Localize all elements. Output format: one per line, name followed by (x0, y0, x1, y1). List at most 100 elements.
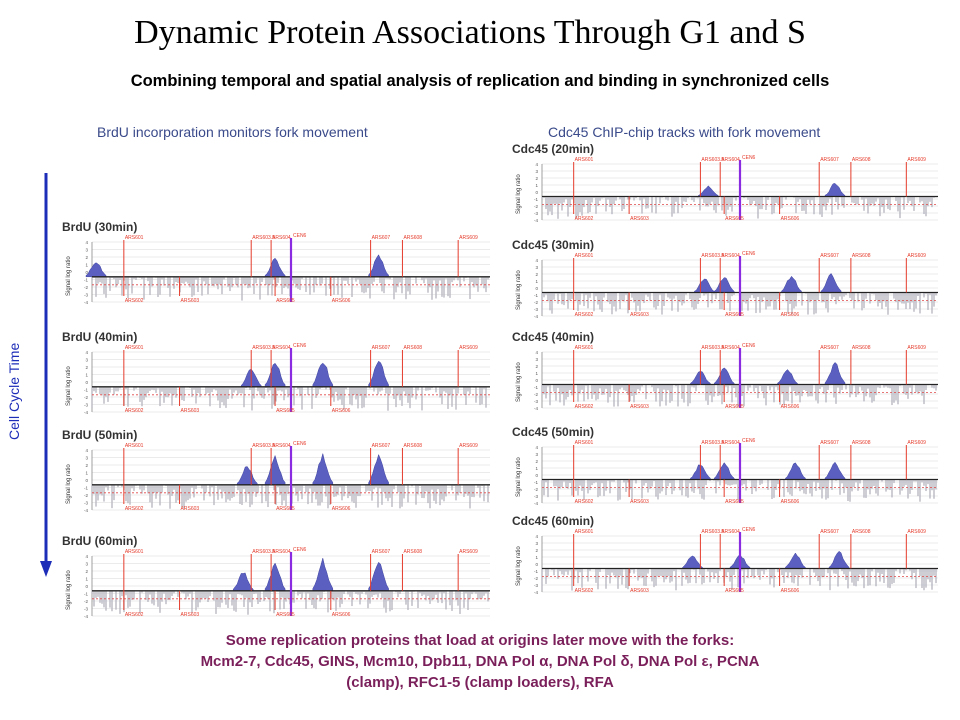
signal-peak (368, 254, 389, 278)
signal-peak (824, 461, 846, 480)
svg-text:-3: -3 (534, 583, 538, 588)
signal-peak (785, 462, 806, 480)
ars-label: ARS601 (575, 345, 594, 351)
left-column-heading: BrdU incorporation monitors fork movemen… (97, 124, 368, 140)
ars-label: ARS607 (820, 345, 839, 351)
signal-peak (368, 561, 389, 592)
ars-label: ARS605 (725, 404, 744, 410)
svg-text:0: 0 (535, 562, 538, 567)
ars-label: ARS608 (403, 235, 422, 241)
ars-label: ARS603.5 (701, 345, 724, 351)
signal-peak (368, 360, 389, 388)
signal-peak (312, 557, 334, 592)
svg-text:4: 4 (535, 350, 538, 355)
svg-text:-1: -1 (534, 293, 538, 298)
brdu-panel: BrdU (30min) Signal log ratio 4 3 2 1 0 -1 -2 -3 -… (62, 220, 490, 305)
centromere-label: CEN6 (742, 155, 756, 161)
svg-text:-4: -4 (534, 314, 538, 319)
ars-label: ARS604 (272, 443, 291, 449)
ars-label: ARS608 (852, 440, 871, 446)
svg-text:-2: -2 (534, 300, 538, 305)
ars-label: ARS606 (781, 216, 800, 222)
signal-peak (264, 562, 286, 592)
svg-text:-1: -1 (84, 278, 88, 283)
signal-peak (781, 275, 802, 293)
signal-peak (698, 185, 719, 197)
svg-text:-3: -3 (534, 399, 538, 404)
svg-text:-2: -2 (534, 576, 538, 581)
y-axis-label: Signal log ratio (516, 270, 522, 310)
svg-text:2: 2 (85, 255, 88, 260)
svg-text:-3: -3 (84, 607, 88, 612)
y-axis-label: Signal log ratio (66, 570, 72, 610)
svg-text:2: 2 (85, 569, 88, 574)
svg-text:-2: -2 (84, 493, 88, 498)
cdc45-panel: Cdc45 (30min) Signal log ratio 4 3 2 1 0 -1 -2 -3… (512, 238, 938, 319)
svg-text:2: 2 (535, 548, 538, 553)
ars-label: ARS609 (907, 345, 926, 351)
svg-text:-1: -1 (84, 486, 88, 491)
cdc45-panel: Cdc45 (50min) Signal log ratio 4 3 2 1 0 -1 -2 -3… (512, 425, 938, 506)
slide-title: Dynamic Protein Associations Through G1 … (134, 14, 806, 51)
cdc45-panel-title: Cdc45 (40min) (512, 330, 594, 344)
svg-text:3: 3 (85, 456, 88, 461)
ars-label: ARS603.5 (252, 443, 275, 449)
svg-text:1: 1 (85, 263, 88, 268)
ars-label: ARS608 (852, 529, 871, 535)
signal-peak (777, 369, 798, 385)
svg-text:-3: -3 (534, 307, 538, 312)
y-axis-label: Signal log ratio (516, 362, 522, 402)
centromere-label: CEN6 (742, 251, 756, 257)
ars-label: ARS607 (820, 157, 839, 163)
brdu-panel: BrdU (40min) Signal log ratio 4 3 2 1 0 -1 -2 -3 -… (62, 330, 490, 415)
ars-label: ARS601 (575, 253, 594, 259)
svg-text:-2: -2 (84, 599, 88, 604)
brdu-panel-title: BrdU (60min) (62, 534, 137, 548)
ars-label: ARS602 (125, 298, 144, 304)
svg-text:4: 4 (85, 350, 88, 355)
ars-label: ARS602 (575, 312, 594, 318)
ars-label: ARS608 (852, 157, 871, 163)
svg-text:-2: -2 (534, 204, 538, 209)
ars-label: ARS604 (721, 529, 740, 535)
svg-text:3: 3 (535, 541, 538, 546)
ars-label: ARS608 (403, 549, 422, 555)
cdc45-panel: Cdc45 (20min) Signal log ratio 4 3 2 1 0 -1 -2 -3… (512, 142, 938, 223)
cdc45-panel-title: Cdc45 (30min) (512, 238, 594, 252)
svg-text:2: 2 (85, 365, 88, 370)
svg-text:0: 0 (85, 270, 88, 275)
ars-label: ARS602 (575, 216, 594, 222)
svg-text:4: 4 (535, 534, 538, 539)
svg-text:1: 1 (535, 555, 538, 560)
ars-label: ARS603 (181, 408, 200, 414)
ars-label: ARS608 (403, 345, 422, 351)
svg-text:4: 4 (85, 240, 88, 245)
signal-peak (264, 362, 286, 388)
signal-peak (264, 257, 286, 278)
svg-text:-4: -4 (534, 590, 538, 595)
ars-label: ARS609 (907, 440, 926, 446)
ars-label: ARS604 (721, 345, 740, 351)
signal-peak (713, 462, 735, 480)
ars-label: ARS603 (630, 404, 649, 410)
centromere-label: CEN6 (742, 438, 756, 444)
signal-peak (85, 262, 107, 278)
svg-text:-1: -1 (534, 385, 538, 390)
signal-peak (713, 277, 735, 293)
footer-line-1: Some replication proteins that load at o… (225, 632, 735, 649)
ars-label: ARS601 (125, 235, 144, 241)
ars-label: ARS605 (276, 612, 295, 618)
svg-text:1: 1 (85, 577, 88, 582)
svg-text:-4: -4 (84, 410, 88, 415)
cdc45-panel: Cdc45 (40min) Signal log ratio 4 3 2 1 0 -1 -2 -3… (512, 330, 938, 411)
svg-text:3: 3 (535, 452, 538, 457)
ars-label: ARS602 (575, 588, 594, 594)
ars-label: ARS609 (907, 253, 926, 259)
svg-text:0: 0 (535, 473, 538, 478)
svg-text:-4: -4 (84, 614, 88, 619)
ars-label: ARS607 (372, 235, 391, 241)
signal-peak (828, 550, 850, 569)
ars-label: ARS603.5 (252, 345, 275, 351)
footer-note: Some replication proteins that load at o… (0, 630, 960, 693)
ars-label: ARS602 (125, 408, 144, 414)
